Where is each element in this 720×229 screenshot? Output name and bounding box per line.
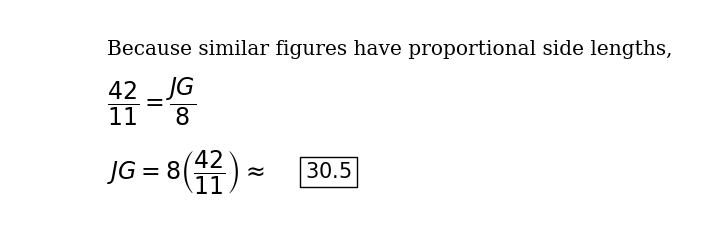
Text: $30.5$: $30.5$	[305, 162, 351, 182]
Text: $JG = 8\left(\dfrac{42}{11}\right) \approx$: $JG = 8\left(\dfrac{42}{11}\right) \appr…	[107, 148, 264, 196]
Text: Because similar figures have proportional side lengths,: Because similar figures have proportiona…	[107, 40, 672, 59]
Text: $\dfrac{42}{11} = \dfrac{JG}{8}$: $\dfrac{42}{11} = \dfrac{JG}{8}$	[107, 75, 196, 128]
